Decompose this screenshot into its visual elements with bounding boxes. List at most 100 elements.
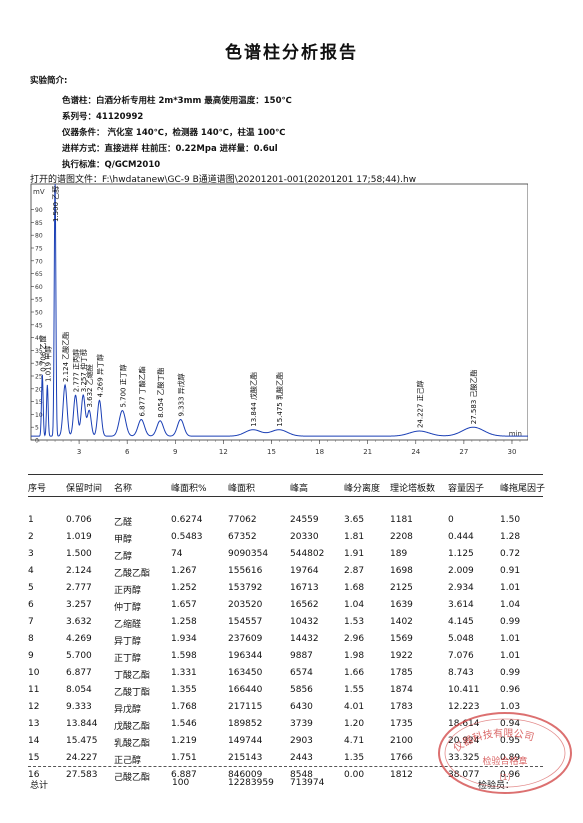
table-row: 10 6.877 丁酸乙酯 1.331 163450 6574 1.66 1785 8.743 0… — [28, 668, 543, 681]
peak-label: 6.877 丁酸乙酯 — [137, 366, 146, 416]
table-cell: 20.924 — [448, 736, 480, 746]
table-cell: 1.019 — [66, 532, 92, 542]
table-cell: 14432 — [290, 634, 319, 644]
header-cell: 容量因子 — [448, 484, 485, 494]
table-cell: 正丙醇 — [114, 586, 142, 596]
y-tick-label: 45 — [35, 322, 43, 329]
table-cell: 1.546 — [171, 719, 197, 729]
table-cell: 1812 — [390, 770, 413, 780]
table-cell: 77062 — [228, 515, 257, 525]
table-cell: 6430 — [290, 702, 313, 712]
inspector-label: 检验员： — [478, 781, 515, 791]
peak-label: 0.706 乙醛 — [38, 335, 47, 371]
table-cell: 0.444 — [448, 532, 474, 542]
table-cell: 2 — [28, 532, 34, 542]
table-cell: 1639 — [390, 600, 413, 610]
table-cell: 0.5483 — [171, 532, 203, 542]
table-cell: 乙醛 — [114, 518, 133, 528]
table-cell: 10 — [28, 668, 40, 678]
table-cell: 15.475 — [66, 736, 98, 746]
x-tick-label: 3 — [77, 448, 81, 456]
table-cell: 27.583 — [66, 770, 98, 780]
table-row: 15 24.227 正己醇 1.751 215143 2443 1.35 1766 33.325… — [28, 753, 543, 766]
table-cell: 乙醇 — [114, 552, 133, 562]
table-cell: 1.66 — [344, 668, 365, 678]
table-row: 2 1.019 甲醇 0.5483 67352 20330 1.81 2208 0.444 1.2… — [28, 532, 543, 545]
table-cell: 1874 — [390, 685, 413, 695]
report-title: 色谱柱分析报告 — [225, 43, 358, 63]
table-cell: 2903 — [290, 736, 313, 746]
table-cell: 189 — [390, 549, 408, 559]
table-cell: 74 — [171, 549, 183, 559]
table-cell: 6 — [28, 600, 34, 610]
table-cell: 3739 — [290, 719, 313, 729]
y-tick-label: 15 — [35, 399, 43, 406]
y-tick-label: 20 — [35, 386, 43, 393]
table-cell: 1 — [28, 515, 34, 525]
y-tick-label: 40 — [35, 335, 43, 342]
table-cell: 1.91 — [344, 549, 365, 559]
table-cell: 1.01 — [500, 651, 521, 661]
table-cell: 4.269 — [66, 634, 92, 644]
table-cell: 1402 — [390, 617, 413, 627]
table-row: 14 15.475 乳酸乙酯 1.219 149744 2903 4.71 2100 20.92… — [28, 736, 543, 749]
table-cell: 1.331 — [171, 668, 197, 678]
x-tick-label: 24 — [411, 448, 420, 456]
x-tick-label: 21 — [363, 448, 372, 456]
x-tick-label: 18 — [315, 448, 324, 456]
standard-info: 执行标准：Q/GCM2010 — [62, 160, 161, 170]
y-tick-label: 60 — [35, 284, 43, 291]
table-cell: 237609 — [228, 634, 263, 644]
table-cell: 2.934 — [448, 583, 474, 593]
table-cell: 217115 — [228, 702, 263, 712]
table-cell: 1783 — [390, 702, 413, 712]
total-height: 713974 — [290, 778, 325, 788]
table-cell: 4.01 — [344, 702, 365, 712]
peak-label: 3.257 仲丁醇 — [79, 349, 88, 392]
table-cell: 丁酸乙酯 — [114, 671, 151, 681]
y-tick-label: 0 — [35, 438, 39, 445]
table-cell: 9.333 — [66, 702, 92, 712]
table-cell: 2443 — [290, 753, 313, 763]
table-cell: 3 — [28, 549, 34, 559]
table-cell: 0.91 — [500, 566, 521, 576]
table-header: 序号 保留时间 名称 峰面积% 峰面积 峰高 峰分离度 理论塔板数 容量因子 峰拖尾因子 — [28, 481, 546, 494]
table-cell: 1785 — [390, 668, 413, 678]
table-cell: 1569 — [390, 634, 413, 644]
table-cell: 19764 — [290, 566, 319, 576]
table-cell: 己酸乙酯 — [114, 773, 151, 783]
table-cell: 10432 — [290, 617, 319, 627]
table-cell: 9887 — [290, 651, 313, 661]
table-row: 7 3.632 乙缩醛 1.258 154557 10432 1.53 1402 4.145 0.… — [28, 617, 543, 630]
table-cell: 3.614 — [448, 600, 474, 610]
table-cell: 1.01 — [500, 634, 521, 644]
table-cell: 4 — [28, 566, 34, 576]
table-row: 13 13.844 戊酸乙酯 1.546 189852 3739 1.20 1735 18.61… — [28, 719, 543, 732]
y-tick-label: 10 — [35, 412, 43, 419]
table-cell: 0.95 — [500, 736, 521, 746]
y-tick-label: 70 — [35, 258, 43, 265]
table-cell: 0.96 — [500, 685, 521, 695]
table-cell: 仲丁醇 — [114, 603, 142, 613]
table-row: 5 2.777 正丙醇 1.252 153792 16713 1.68 2125 2.934 1.… — [28, 583, 543, 596]
x-tick-label: 15 — [267, 448, 276, 456]
table-cell: 0 — [448, 515, 454, 525]
table-cell: 0.72 — [500, 549, 521, 559]
table-top-rule — [28, 474, 543, 475]
header-cell: 峰拖尾因子 — [500, 484, 546, 494]
table-cell: 2.777 — [66, 583, 92, 593]
table-cell: 2.009 — [448, 566, 474, 576]
table-cell: 0.6274 — [171, 515, 203, 525]
table-cell: 24.227 — [66, 753, 98, 763]
column-info: 色谱柱：白酒分析专用柱 2m*3mm 最高使用温度：150℃ — [62, 96, 292, 106]
file-path-line: 打开的谱图文件：F:\hwdatanew\GC-9 B通道谱图\20201201… — [30, 175, 417, 185]
table-cell: 1.03 — [500, 702, 521, 712]
table-cell: 8.054 — [66, 685, 92, 695]
table-cell: 11 — [28, 685, 40, 695]
table-cell: 196344 — [228, 651, 263, 661]
peak-label: 1.500 乙醇 — [51, 186, 60, 222]
table-cell: 2.124 — [66, 566, 92, 576]
table-cell: 1698 — [390, 566, 413, 576]
table-cell: 24559 — [290, 515, 319, 525]
stamp-number: （1） — [494, 773, 515, 782]
